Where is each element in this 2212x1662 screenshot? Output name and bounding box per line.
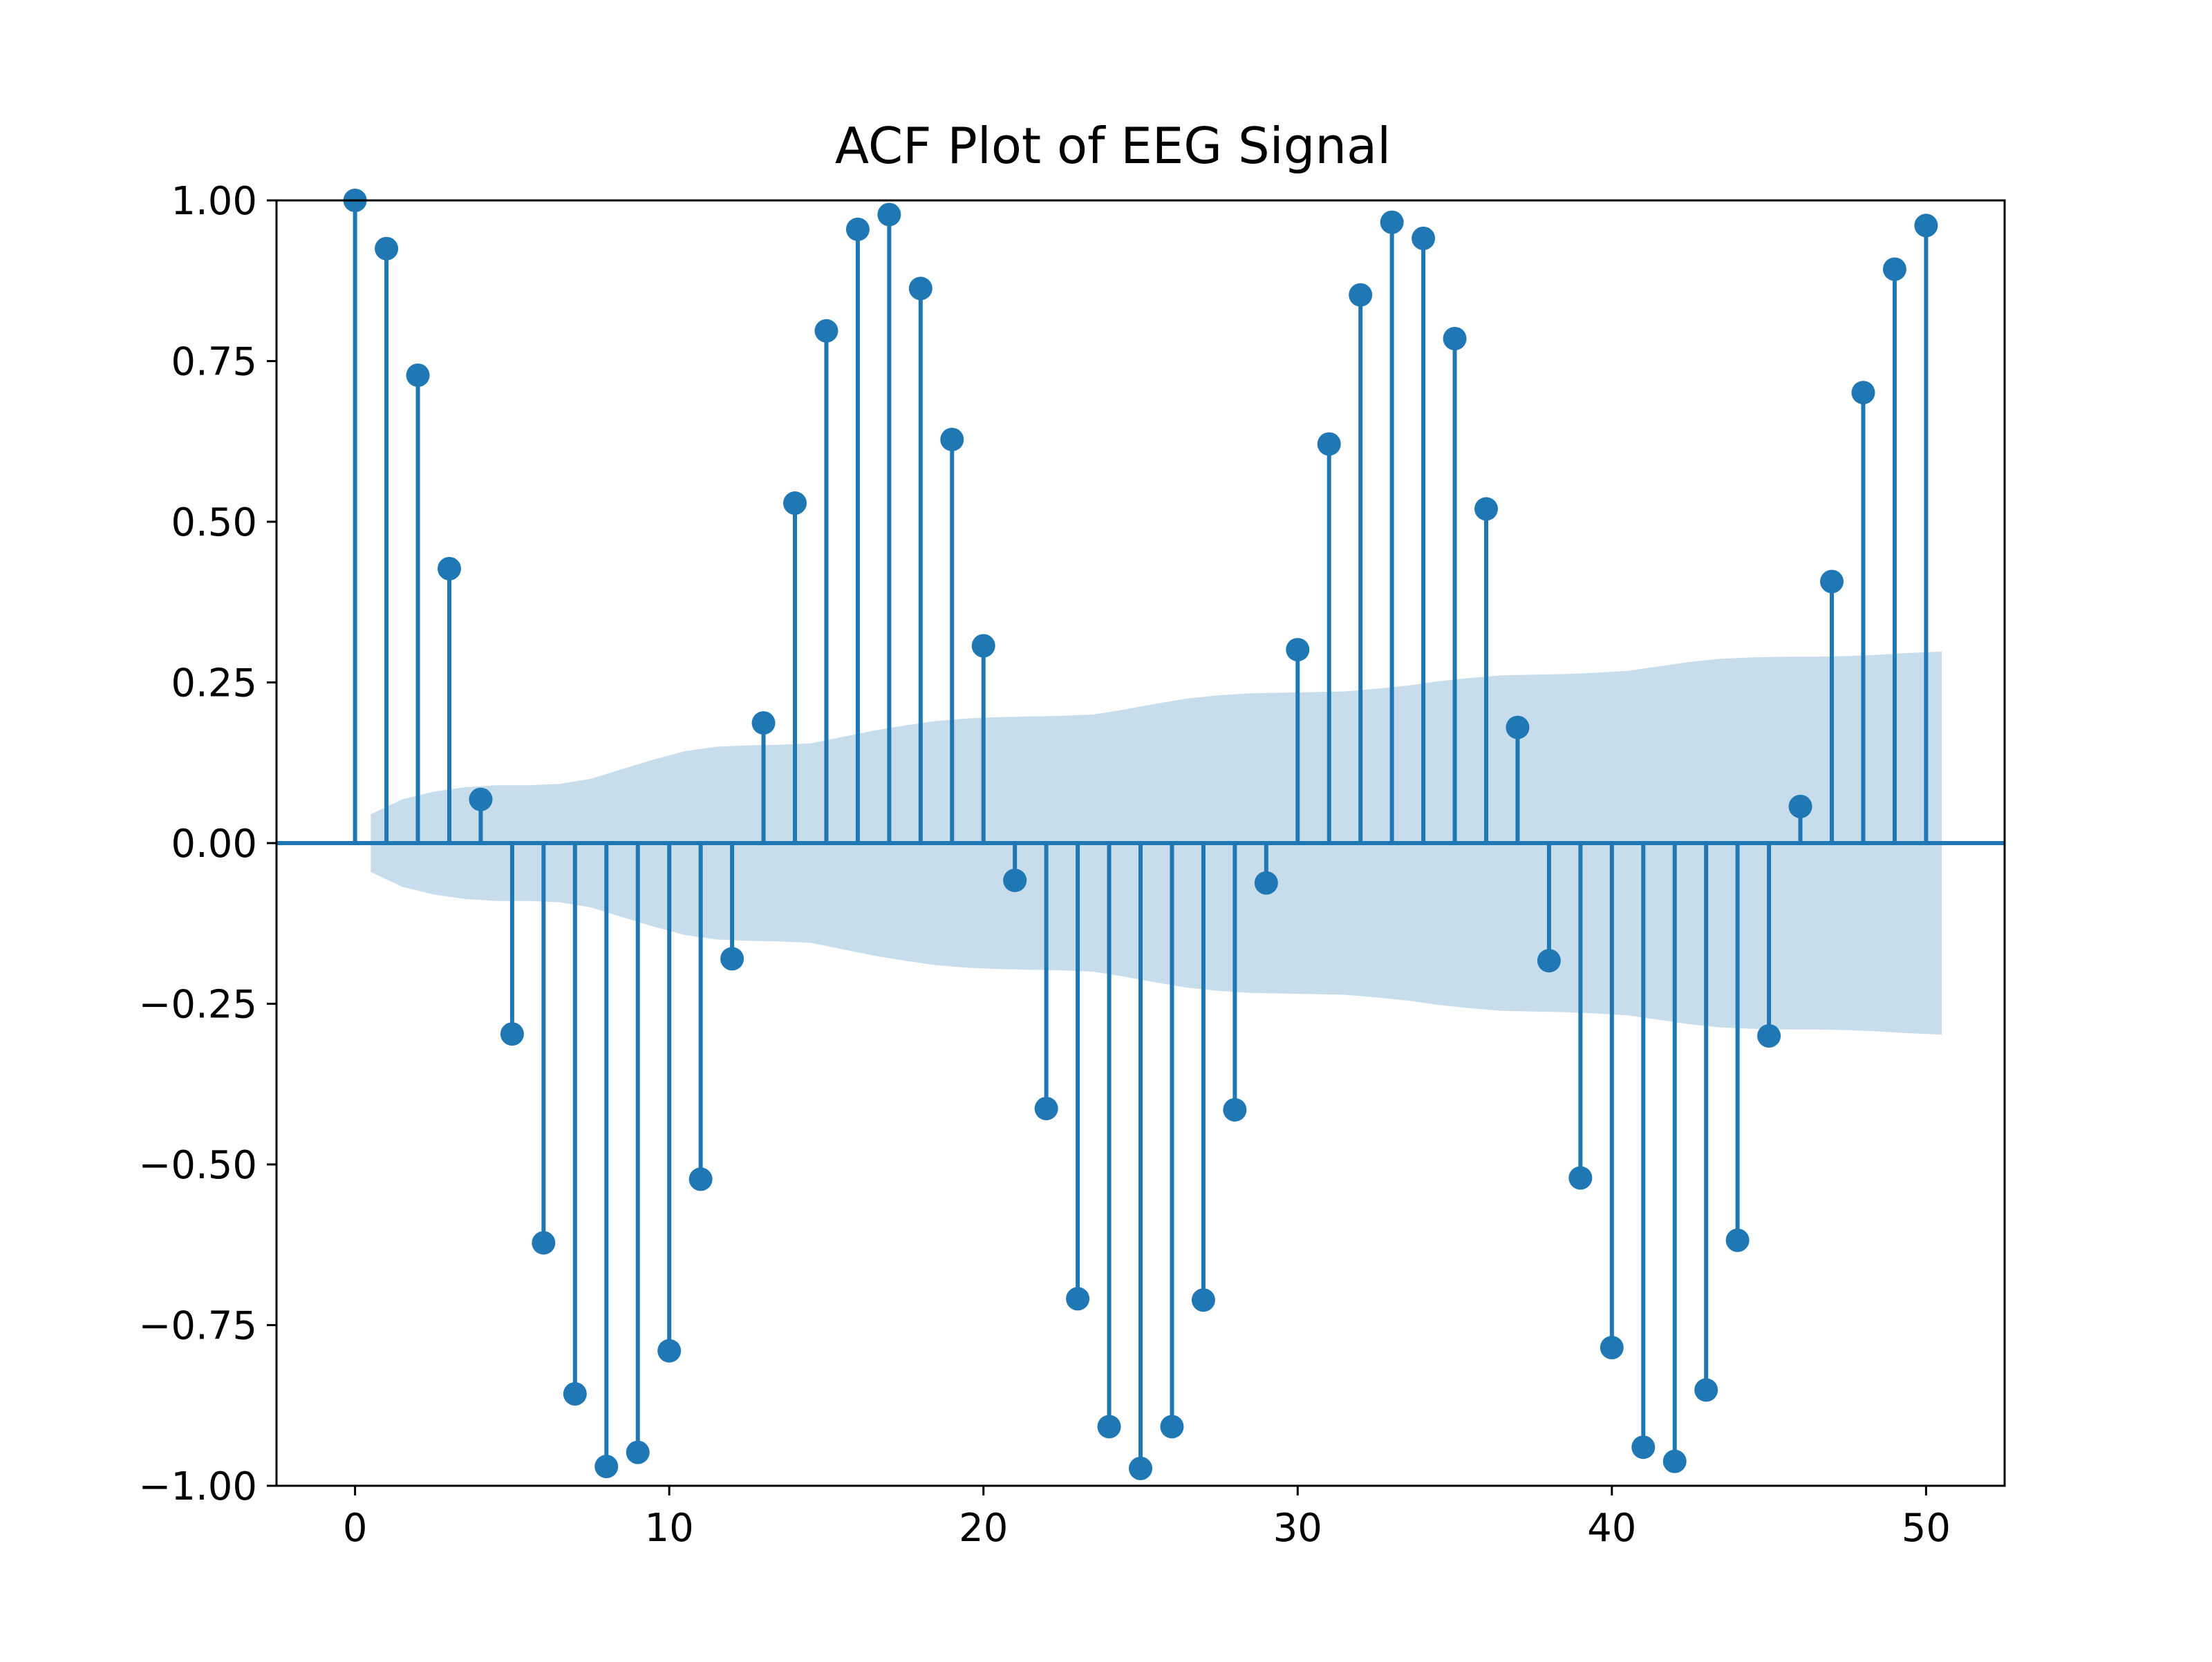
stem-marker-12 — [720, 947, 744, 971]
stem-marker-8 — [594, 1455, 619, 1479]
stem-marker-23 — [1066, 1287, 1090, 1311]
stem-marker-17 — [877, 202, 901, 227]
y-tick-label-2: 0.50 — [171, 500, 257, 545]
stem-marker-37 — [1506, 715, 1530, 739]
stem-marker-19 — [940, 427, 964, 451]
y-tick-label-8: −1.00 — [138, 1464, 257, 1509]
stem-marker-31 — [1317, 432, 1341, 456]
y-tick-label-4: 0.00 — [171, 822, 257, 867]
x-tick-label-50: 50 — [1902, 1506, 1951, 1551]
stem-marker-14 — [783, 491, 807, 516]
stem-marker-10 — [657, 1339, 682, 1363]
stem-marker-39 — [1568, 1166, 1593, 1190]
chart-title: ACF Plot of EEG Signal — [835, 117, 1391, 175]
y-tick-label-7: −0.75 — [138, 1304, 257, 1349]
stem-marker-26 — [1160, 1415, 1184, 1439]
x-tick-label-10: 10 — [645, 1506, 694, 1551]
y-tick-label-5: −0.25 — [138, 983, 257, 1028]
stem-marker-6 — [532, 1231, 556, 1255]
stem-marker-22 — [1034, 1097, 1058, 1121]
stem-marker-42 — [1662, 1449, 1687, 1473]
stem-marker-28 — [1223, 1097, 1247, 1122]
stem-marker-1 — [375, 236, 399, 261]
stem-marker-7 — [563, 1382, 587, 1406]
y-tick-label-6: −0.50 — [138, 1143, 257, 1188]
stem-marker-5 — [500, 1022, 524, 1046]
stem-marker-24 — [1097, 1415, 1121, 1439]
stem-marker-27 — [1191, 1288, 1215, 1312]
stem-marker-25 — [1129, 1456, 1152, 1480]
stem-marker-47 — [1820, 569, 1844, 594]
stem-marker-32 — [1349, 283, 1373, 307]
stem-marker-45 — [1757, 1024, 1781, 1048]
stem-marker-16 — [845, 217, 870, 241]
stem-marker-30 — [1286, 638, 1310, 662]
stem-marker-44 — [1725, 1228, 1750, 1252]
stem-marker-29 — [1254, 871, 1278, 895]
stem-marker-15 — [814, 319, 838, 343]
y-tick-label-0: 1.00 — [171, 179, 257, 224]
stem-marker-3 — [438, 556, 461, 580]
axis-layer: 0 10 20 30 40 50 1.00 0.75 0.50 0.25 0.00 −0.25 −0.5… — [138, 179, 2006, 1551]
stem-marker-2 — [406, 363, 430, 387]
stem-marker-36 — [1474, 497, 1498, 521]
stem-marker-13 — [751, 711, 776, 735]
stem-marker-50 — [1914, 214, 1938, 238]
stem-marker-11 — [688, 1167, 713, 1191]
stem-layer — [276, 189, 2005, 1480]
stem-marker-35 — [1443, 326, 1467, 350]
y-tick-label-3: 0.25 — [171, 661, 257, 706]
stem-marker-40 — [1600, 1336, 1624, 1360]
stem-marker-43 — [1694, 1378, 1718, 1402]
stem-marker-18 — [908, 276, 932, 301]
stem-marker-20 — [971, 634, 995, 658]
stem-marker-38 — [1537, 949, 1561, 973]
x-tick-label-20: 20 — [959, 1506, 1008, 1551]
stem-marker-34 — [1412, 226, 1436, 250]
x-tick-label-30: 30 — [1273, 1506, 1322, 1551]
y-tick-label-1: 0.75 — [171, 340, 257, 385]
stem-marker-9 — [626, 1440, 650, 1464]
stem-marker-33 — [1380, 210, 1404, 234]
x-tick-label-40: 40 — [1587, 1506, 1636, 1551]
stem-marker-49 — [1882, 257, 1906, 281]
stem-marker-21 — [1003, 868, 1027, 892]
stem-marker-48 — [1851, 381, 1875, 405]
stem-marker-41 — [1631, 1435, 1656, 1460]
stem-marker-46 — [1788, 794, 1812, 818]
x-tick-label-0: 0 — [343, 1506, 368, 1551]
stem-marker-4 — [469, 787, 493, 811]
